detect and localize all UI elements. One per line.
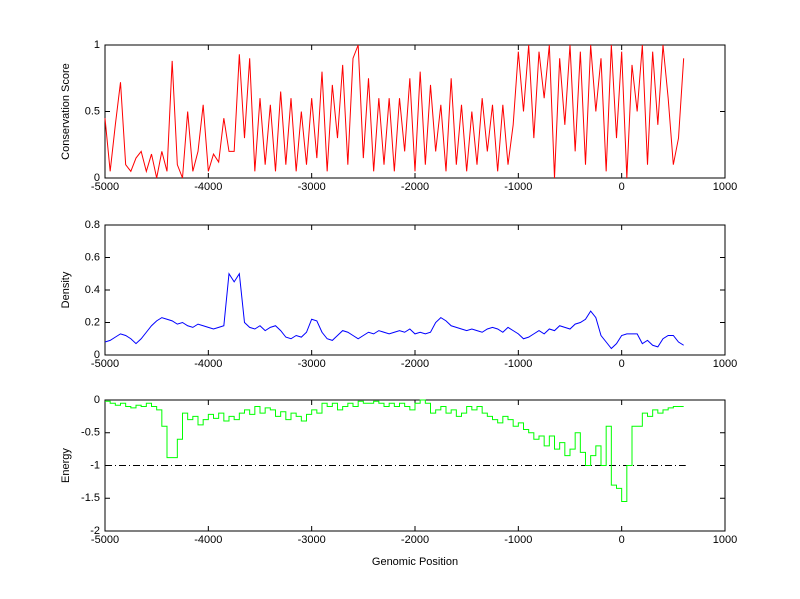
x-tick-label: -2000: [401, 534, 429, 546]
y-tick-label: 0: [94, 172, 100, 184]
y-axis-label: Density: [60, 271, 72, 308]
y-axis-label: Conservation Score: [60, 63, 72, 160]
y-axis-label: Energy: [60, 448, 72, 483]
x-tick-label: -2000: [401, 358, 429, 370]
y-tick-label: -1.5: [81, 492, 100, 504]
x-tick-label: -5000: [91, 534, 119, 546]
x-tick-label: 0: [619, 358, 625, 370]
y-tick-label: 0.4: [85, 284, 100, 296]
x-tick-label: -1000: [504, 534, 532, 546]
x-tick-label: -4000: [194, 358, 222, 370]
x-axis-label: Genomic Position: [372, 556, 458, 568]
y-tick-label: 0.2: [85, 316, 100, 328]
x-tick-label: -1000: [504, 181, 532, 193]
x-tick-label: 0: [619, 534, 625, 546]
y-tick-label: 0.8: [85, 219, 100, 231]
x-tick-label: -5000: [91, 358, 119, 370]
y-tick-label: 1: [94, 39, 100, 51]
x-tick-label: 1000: [713, 181, 737, 193]
data-line: [104, 272, 684, 350]
y-tick-label: -1: [90, 459, 100, 471]
plot-area: [104, 224, 726, 356]
y-tick-label: 0: [94, 394, 100, 406]
data-line: [105, 399, 684, 503]
x-tick-label: -3000: [298, 358, 326, 370]
x-tick-label: -1000: [504, 358, 532, 370]
x-tick-label: -4000: [194, 534, 222, 546]
x-tick-label: 1000: [713, 358, 737, 370]
plot-area: [104, 44, 726, 179]
x-tick-label: -2000: [401, 181, 429, 193]
x-tick-label: -5000: [91, 181, 119, 193]
data-line: [104, 44, 685, 179]
x-tick-label: 0: [619, 181, 625, 193]
x-tick-label: -3000: [298, 181, 326, 193]
y-tick-label: -0.5: [81, 427, 100, 439]
x-tick-label: -4000: [194, 181, 222, 193]
y-tick-label: -2: [90, 525, 100, 537]
x-tick-label: 1000: [713, 534, 737, 546]
y-tick-label: 0: [94, 349, 100, 361]
y-tick-label: 0.6: [85, 251, 100, 263]
y-tick-label: 0.5: [85, 105, 100, 117]
x-tick-label: -3000: [298, 534, 326, 546]
